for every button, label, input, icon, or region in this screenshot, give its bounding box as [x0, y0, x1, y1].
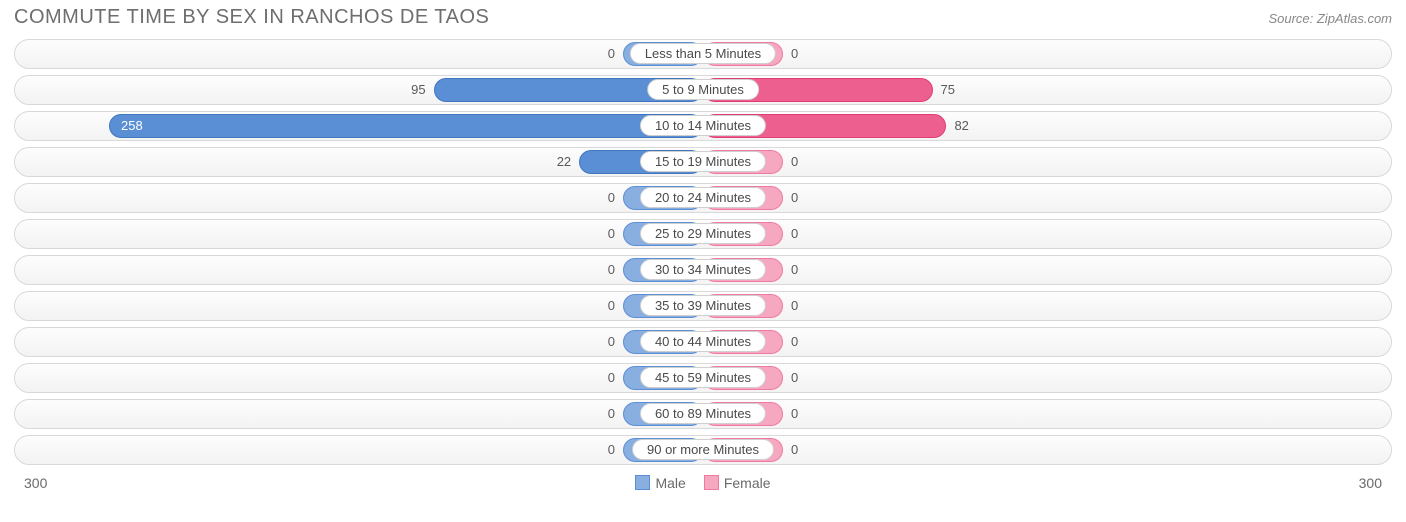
female-value: 0: [791, 262, 798, 277]
chart-row: 5 to 9 Minutes 95 75: [14, 75, 1392, 105]
female-value: 0: [791, 370, 798, 385]
chart-title: COMMUTE TIME BY SEX IN RANCHOS DE TAOS: [14, 6, 489, 29]
category-label: 20 to 24 Minutes: [640, 187, 766, 208]
female-swatch-icon: [704, 475, 719, 490]
chart-row: Less than 5 Minutes 0 0: [14, 39, 1392, 69]
female-value: 0: [791, 190, 798, 205]
male-value: 0: [608, 334, 615, 349]
category-label: 35 to 39 Minutes: [640, 295, 766, 316]
category-label: 15 to 19 Minutes: [640, 151, 766, 172]
legend-male: Male: [635, 475, 685, 491]
category-label: 25 to 29 Minutes: [640, 223, 766, 244]
category-label: 30 to 34 Minutes: [640, 259, 766, 280]
chart-row: 90 or more Minutes 0 0: [14, 435, 1392, 465]
female-value: 0: [791, 226, 798, 241]
chart-row: 60 to 89 Minutes 0 0: [14, 399, 1392, 429]
category-label: 10 to 14 Minutes: [640, 115, 766, 136]
category-label: 60 to 89 Minutes: [640, 403, 766, 424]
male-value: 0: [608, 370, 615, 385]
chart-row: 45 to 59 Minutes 0 0: [14, 363, 1392, 393]
male-value: 0: [608, 190, 615, 205]
female-value: 0: [791, 46, 798, 61]
category-label: Less than 5 Minutes: [630, 43, 776, 64]
male-value: 0: [608, 406, 615, 421]
chart-row: 20 to 24 Minutes 0 0: [14, 183, 1392, 213]
chart-body: Less than 5 Minutes 0 0 5 to 9 Minutes 95 75 1…: [0, 39, 1406, 465]
male-swatch-icon: [635, 475, 650, 490]
female-value: 0: [791, 298, 798, 313]
male-bar: [109, 114, 703, 138]
female-value: 0: [791, 334, 798, 349]
legend-male-label: Male: [655, 475, 685, 491]
legend: Male Female: [635, 475, 770, 491]
chart-source: Source: ZipAtlas.com: [1268, 11, 1392, 26]
female-value: 0: [791, 442, 798, 457]
category-label: 45 to 59 Minutes: [640, 367, 766, 388]
male-value: 258: [121, 118, 143, 133]
chart-header: COMMUTE TIME BY SEX IN RANCHOS DE TAOS S…: [0, 0, 1406, 39]
legend-female-label: Female: [724, 475, 771, 491]
legend-female: Female: [704, 475, 771, 491]
female-value: 75: [941, 82, 955, 97]
female-value: 0: [791, 406, 798, 421]
axis-left-max: 300: [24, 475, 47, 491]
chart-row: 15 to 19 Minutes 22 0: [14, 147, 1392, 177]
male-value: 22: [557, 154, 571, 169]
female-value: 82: [954, 118, 968, 133]
male-value: 0: [608, 442, 615, 457]
chart-row: 25 to 29 Minutes 0 0: [14, 219, 1392, 249]
male-value: 95: [411, 82, 425, 97]
chart-row: 10 to 14 Minutes 258 82: [14, 111, 1392, 141]
chart-row: 30 to 34 Minutes 0 0: [14, 255, 1392, 285]
chart-row: 35 to 39 Minutes 0 0: [14, 291, 1392, 321]
male-value: 0: [608, 46, 615, 61]
chart-row: 40 to 44 Minutes 0 0: [14, 327, 1392, 357]
male-value: 0: [608, 226, 615, 241]
chart-footer: 300 Male Female 300: [0, 471, 1406, 491]
axis-right-max: 300: [1359, 475, 1382, 491]
male-value: 0: [608, 298, 615, 313]
category-label: 40 to 44 Minutes: [640, 331, 766, 352]
male-value: 0: [608, 262, 615, 277]
category-label: 5 to 9 Minutes: [647, 79, 759, 100]
category-label: 90 or more Minutes: [632, 439, 774, 460]
female-value: 0: [791, 154, 798, 169]
